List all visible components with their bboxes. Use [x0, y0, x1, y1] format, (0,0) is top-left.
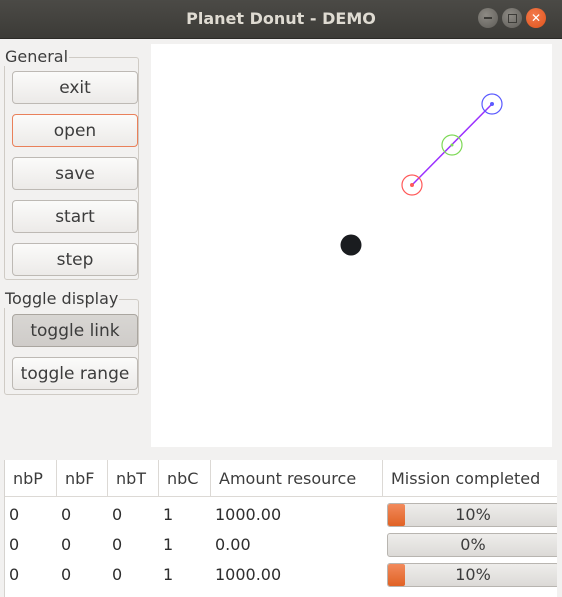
- header-nbC[interactable]: nbC: [159, 460, 211, 497]
- cell-nbC: 1: [163, 535, 174, 554]
- robot-prospector-icon: [401, 174, 423, 196]
- table-row[interactable]: 0 0 0 1 1000.00 10%: [5, 560, 557, 590]
- header-nbP[interactable]: nbP: [5, 460, 57, 497]
- maximize-icon[interactable]: [502, 8, 522, 28]
- mission-progress-bar: 10%: [387, 503, 557, 527]
- cell-nbF: 0: [61, 535, 72, 554]
- base-icon: [340, 234, 362, 256]
- mission-progress-fill: [388, 564, 405, 586]
- general-label: General: [4, 47, 70, 66]
- close-icon[interactable]: ✕: [526, 8, 546, 28]
- base-table: nbP nbF nbT nbC Amount resource Mission …: [4, 460, 557, 597]
- cell-nbT: 0: [112, 535, 123, 554]
- cell-nbC: 1: [163, 505, 174, 524]
- mission-progress-text: 10%: [455, 565, 491, 584]
- mission-progress-text: 0%: [460, 535, 486, 554]
- cell-nbP: 0: [9, 505, 20, 524]
- cell-nbT: 0: [112, 565, 123, 584]
- header-nbF[interactable]: nbF: [57, 460, 108, 497]
- robot-comm-icon: [481, 93, 503, 115]
- mission-progress-bar: 0%: [387, 533, 557, 557]
- general-frame: exit open save start step: [4, 57, 139, 280]
- header-amount-resource[interactable]: Amount resource: [211, 460, 383, 497]
- robot-drill-icon: [441, 134, 463, 156]
- toggle-frame: toggle link toggle range: [4, 299, 139, 395]
- robot-drill-center: [450, 143, 454, 147]
- table-row[interactable]: 0 0 0 1 1000.00 10%: [5, 500, 557, 530]
- simulation-canvas[interactable]: [151, 44, 552, 447]
- exit-button[interactable]: exit: [12, 71, 138, 104]
- mission-progress-fill: [388, 504, 405, 526]
- cell-amount: 1000.00: [215, 565, 282, 584]
- header-nbT[interactable]: nbT: [108, 460, 159, 497]
- header-mission-completed[interactable]: Mission completed: [383, 460, 557, 497]
- toggle-display-label: Toggle display: [4, 289, 120, 308]
- window-title: Planet Donut - DEMO: [186, 9, 376, 28]
- toggle-range-button[interactable]: toggle range: [12, 357, 138, 390]
- cell-nbP: 0: [9, 535, 20, 554]
- step-button[interactable]: step: [12, 243, 138, 276]
- simulation-drawing: [340, 93, 503, 256]
- cell-nbT: 0: [112, 505, 123, 524]
- save-button[interactable]: save: [12, 157, 138, 190]
- toggle-link-button[interactable]: toggle link: [12, 314, 138, 347]
- cell-amount: 0.00: [215, 535, 251, 554]
- title-bar: Planet Donut - DEMO ✕: [0, 0, 562, 39]
- mission-progress-text: 10%: [455, 505, 491, 524]
- cell-nbP: 0: [9, 565, 20, 584]
- cell-amount: 1000.00: [215, 505, 282, 524]
- minimize-icon[interactable]: [478, 8, 498, 28]
- cell-nbF: 0: [61, 505, 72, 524]
- robot-comm-center: [490, 102, 494, 106]
- robot-prospector-center: [410, 183, 414, 187]
- open-button[interactable]: open: [12, 114, 138, 147]
- cell-nbF: 0: [61, 565, 72, 584]
- start-button[interactable]: start: [12, 200, 138, 233]
- mission-progress-bar: 10%: [387, 563, 557, 587]
- table-row[interactable]: 0 0 0 1 0.00 0%: [5, 530, 557, 560]
- cell-nbC: 1: [163, 565, 174, 584]
